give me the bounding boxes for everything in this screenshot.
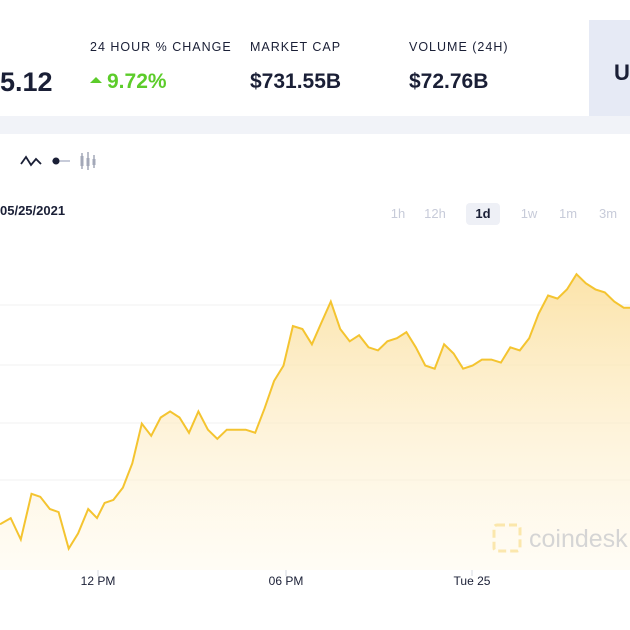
watermark-text: coindesk <box>529 525 628 553</box>
range-1w[interactable]: 1w <box>520 206 538 221</box>
change-24h-number: 9.72% <box>107 70 167 93</box>
stats-bar: 5.12 24 HOUR % CHANGE 9.72% MARKET CAP $… <box>0 0 630 132</box>
price-area <box>0 274 630 570</box>
price-chart: coindesk 12 PM 06 PM Tue 25 <box>0 272 630 588</box>
price-line <box>0 272 630 552</box>
chart-date: 05/25/2021 <box>0 203 66 218</box>
range-3m[interactable]: 3m <box>598 206 618 221</box>
range-selector: 1h 12h 1d 1w 1m 3m <box>0 203 630 227</box>
volume-label: VOLUME (24H) <box>409 40 509 54</box>
x-tick-label: Tue 25 <box>454 574 491 588</box>
range-1d[interactable]: 1d <box>466 203 500 225</box>
line-chart-icon[interactable] <box>20 150 42 172</box>
x-axis-ticks: 12 PM 06 PM Tue 25 <box>81 570 491 588</box>
cta-label: U <box>614 60 630 85</box>
change-24h-label: 24 HOUR % CHANGE <box>90 40 232 54</box>
x-tick-label: 06 PM <box>269 574 304 588</box>
stats-divider <box>0 116 630 134</box>
x-tick-label: 12 PM <box>81 574 116 588</box>
range-1m[interactable]: 1m <box>558 206 578 221</box>
price-value: 5.12 <box>0 67 53 97</box>
market-cap-value: $731.55B <box>250 70 342 93</box>
candlestick-icon[interactable] <box>78 150 98 172</box>
cta-button[interactable]: U <box>589 20 630 116</box>
arrow-up-icon <box>90 77 102 84</box>
coindesk-watermark: coindesk <box>492 523 628 553</box>
change-24h-value: 9.72% <box>90 70 167 94</box>
point-toggle-icon[interactable] <box>50 150 72 172</box>
range-1h[interactable]: 1h <box>390 206 406 221</box>
range-12h[interactable]: 12h <box>424 206 446 221</box>
market-cap-label: MARKET CAP <box>250 40 342 54</box>
volume-value: $72.76B <box>409 70 489 93</box>
